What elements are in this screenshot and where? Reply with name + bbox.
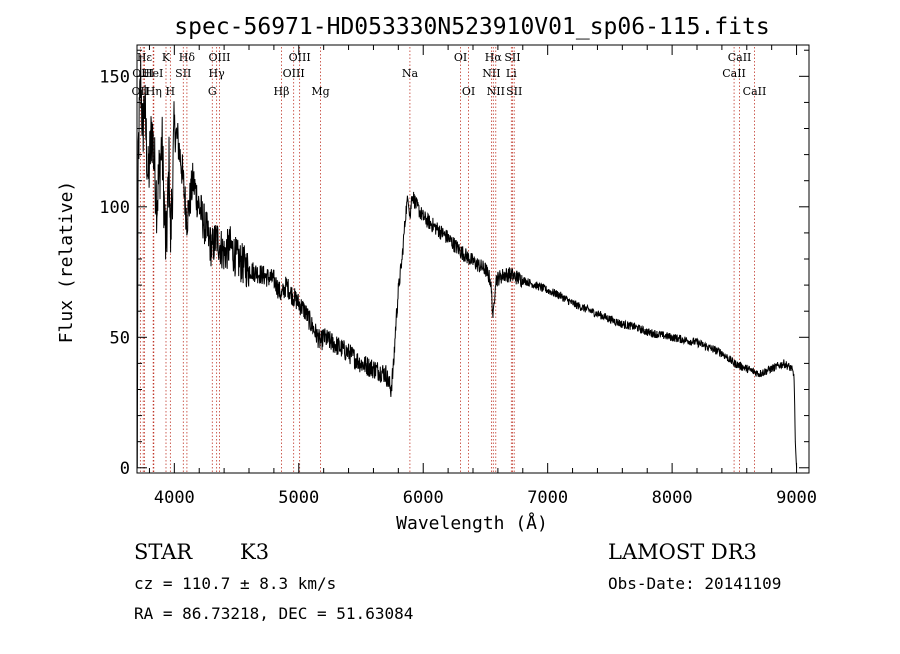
line-label-11: G xyxy=(208,85,217,98)
line-label-6: SII xyxy=(175,67,191,80)
y-tick-label-0: 0 xyxy=(120,459,130,479)
line-label-13: OIII xyxy=(283,67,305,80)
line-label-26: CaII xyxy=(722,67,746,80)
y-tick-label-3: 150 xyxy=(99,67,130,87)
y-axis-ticks: 0 50 100 150 xyxy=(99,49,809,479)
x-tick-label-1: 5000 xyxy=(278,488,319,508)
obs-date: Obs-Date: 20141109 xyxy=(608,574,781,593)
object-subclass: K3 xyxy=(240,540,269,564)
x-axis-ticks: 4000 5000 6000 7000 8000 9000 xyxy=(148,45,817,508)
x-tick-label-0: 4000 xyxy=(154,488,195,508)
spectral-line-markers xyxy=(139,47,755,473)
line-label-1: Hε xyxy=(137,51,153,64)
survey-name: LAMOST DR3 xyxy=(608,540,757,564)
line-label-4: Hη xyxy=(146,85,162,98)
line-label-14: Hβ xyxy=(274,85,290,98)
line-label-9: OIII xyxy=(208,51,230,64)
y-tick-label-1: 50 xyxy=(110,328,130,348)
line-label-24: SII xyxy=(506,85,522,98)
x-tick-label-5: 9000 xyxy=(776,488,817,508)
line-label-8: Hδ xyxy=(179,51,196,64)
line-label-3: HeI xyxy=(143,67,163,80)
line-label-21: NII xyxy=(487,85,505,98)
chart-title: spec-56971-HD053330N523910V01_sp06-115.f… xyxy=(174,14,769,40)
coordinates: RA = 86.73218, DEC = 51.63084 xyxy=(134,604,413,623)
x-tick-label-2: 6000 xyxy=(403,488,444,508)
line-label-15: Mg xyxy=(311,85,329,98)
line-label-17: OI xyxy=(454,51,467,64)
y-tick-label-2: 100 xyxy=(99,198,130,218)
line-label-20: NII xyxy=(482,67,500,80)
line-label-25: CaII xyxy=(728,51,752,64)
line-label-18: OI xyxy=(462,85,475,98)
line-label-27: CaII xyxy=(743,85,767,98)
line-label-5: K xyxy=(162,51,171,64)
x-tick-label-3: 7000 xyxy=(527,488,568,508)
line-label-16: Na xyxy=(402,67,419,80)
line-label-23: Li xyxy=(506,67,517,80)
object-class: STAR xyxy=(134,540,193,564)
line-label-22: SII xyxy=(504,51,520,64)
y-axis-title: Flux (relative) xyxy=(56,181,77,344)
line-label-19: Hα xyxy=(485,51,503,64)
line-label-10: Hγ xyxy=(209,67,226,80)
redshift-value: cz = 110.7 ± 8.3 km/s xyxy=(134,574,336,593)
line-label-7: H xyxy=(166,85,176,98)
x-tick-label-4: 8000 xyxy=(652,488,693,508)
x-axis-title: Wavelength (Å) xyxy=(396,512,548,534)
spectrum-line xyxy=(136,54,798,469)
line-label-12: OIII xyxy=(289,51,311,64)
